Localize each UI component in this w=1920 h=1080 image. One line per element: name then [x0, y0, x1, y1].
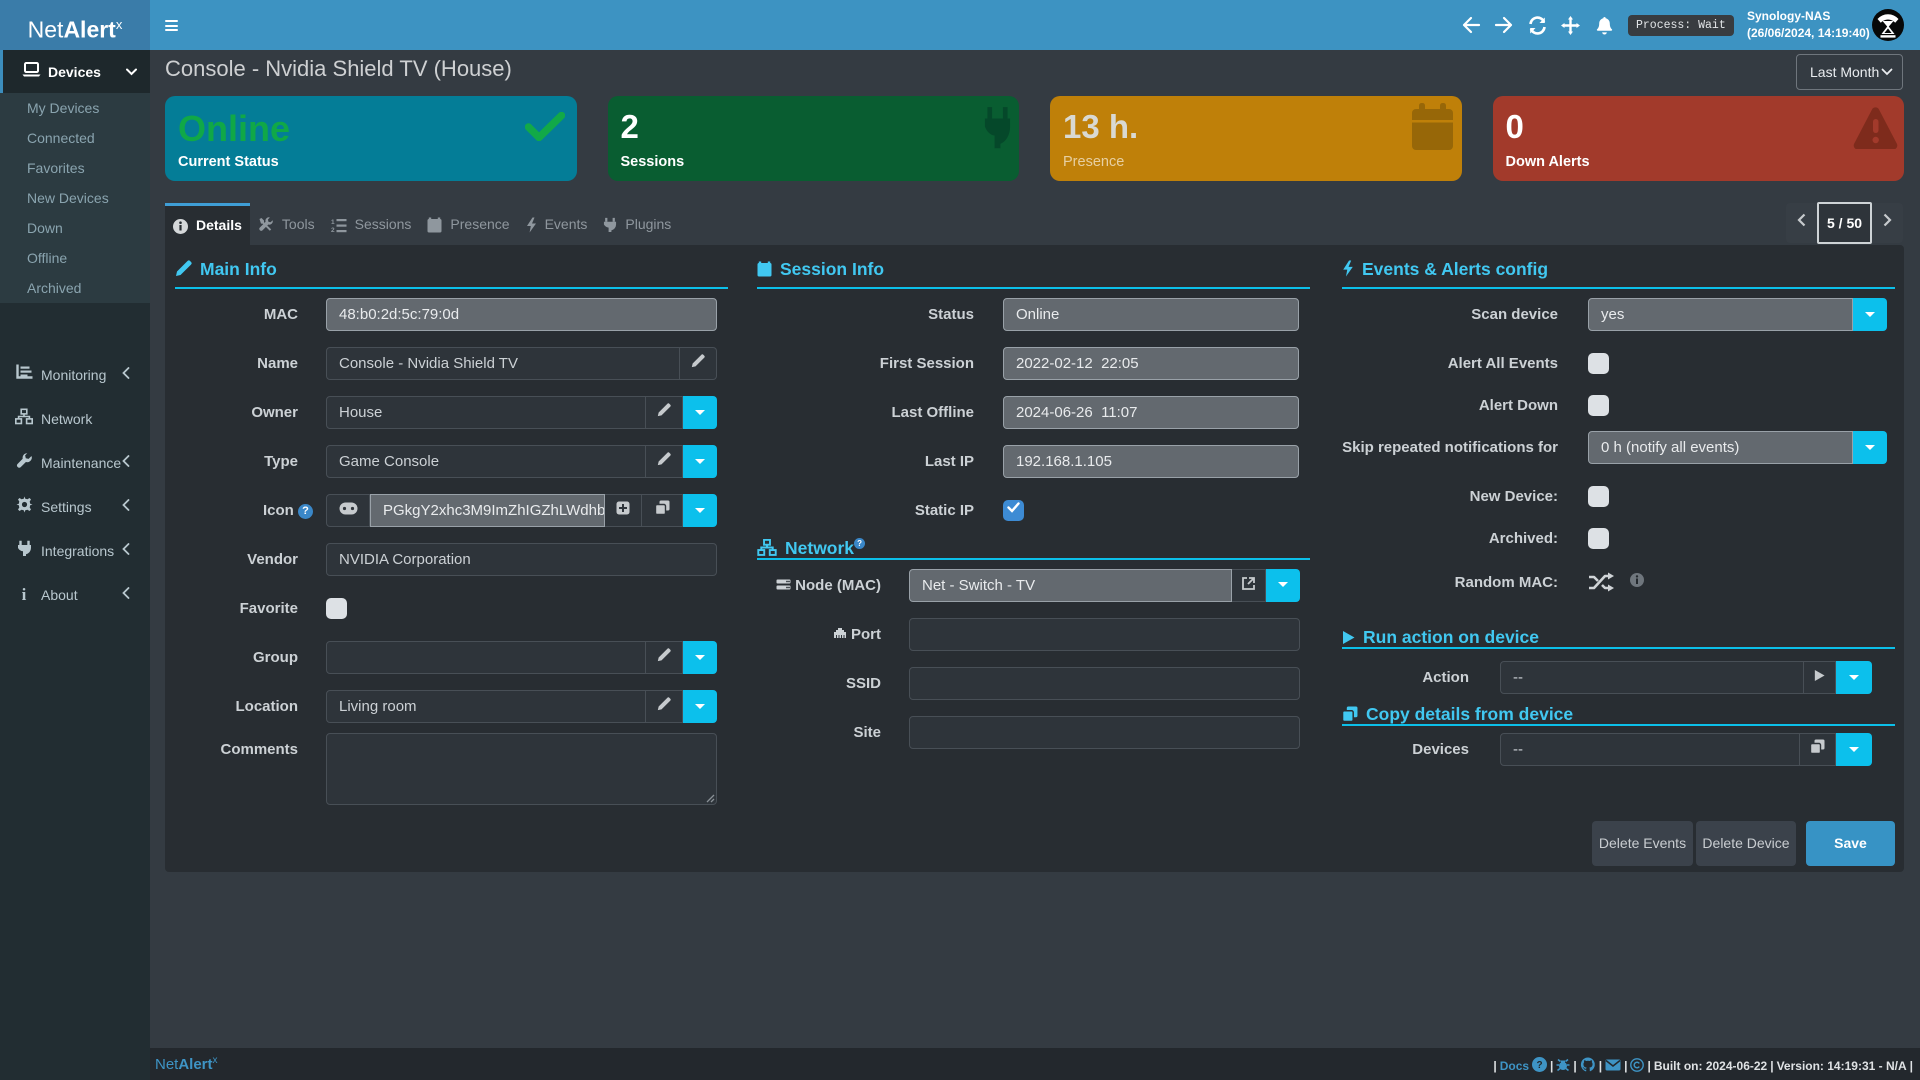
svg-text:2: 2 — [331, 227, 335, 233]
svg-text:1: 1 — [331, 219, 335, 226]
svg-text:?: ? — [1536, 1060, 1542, 1071]
